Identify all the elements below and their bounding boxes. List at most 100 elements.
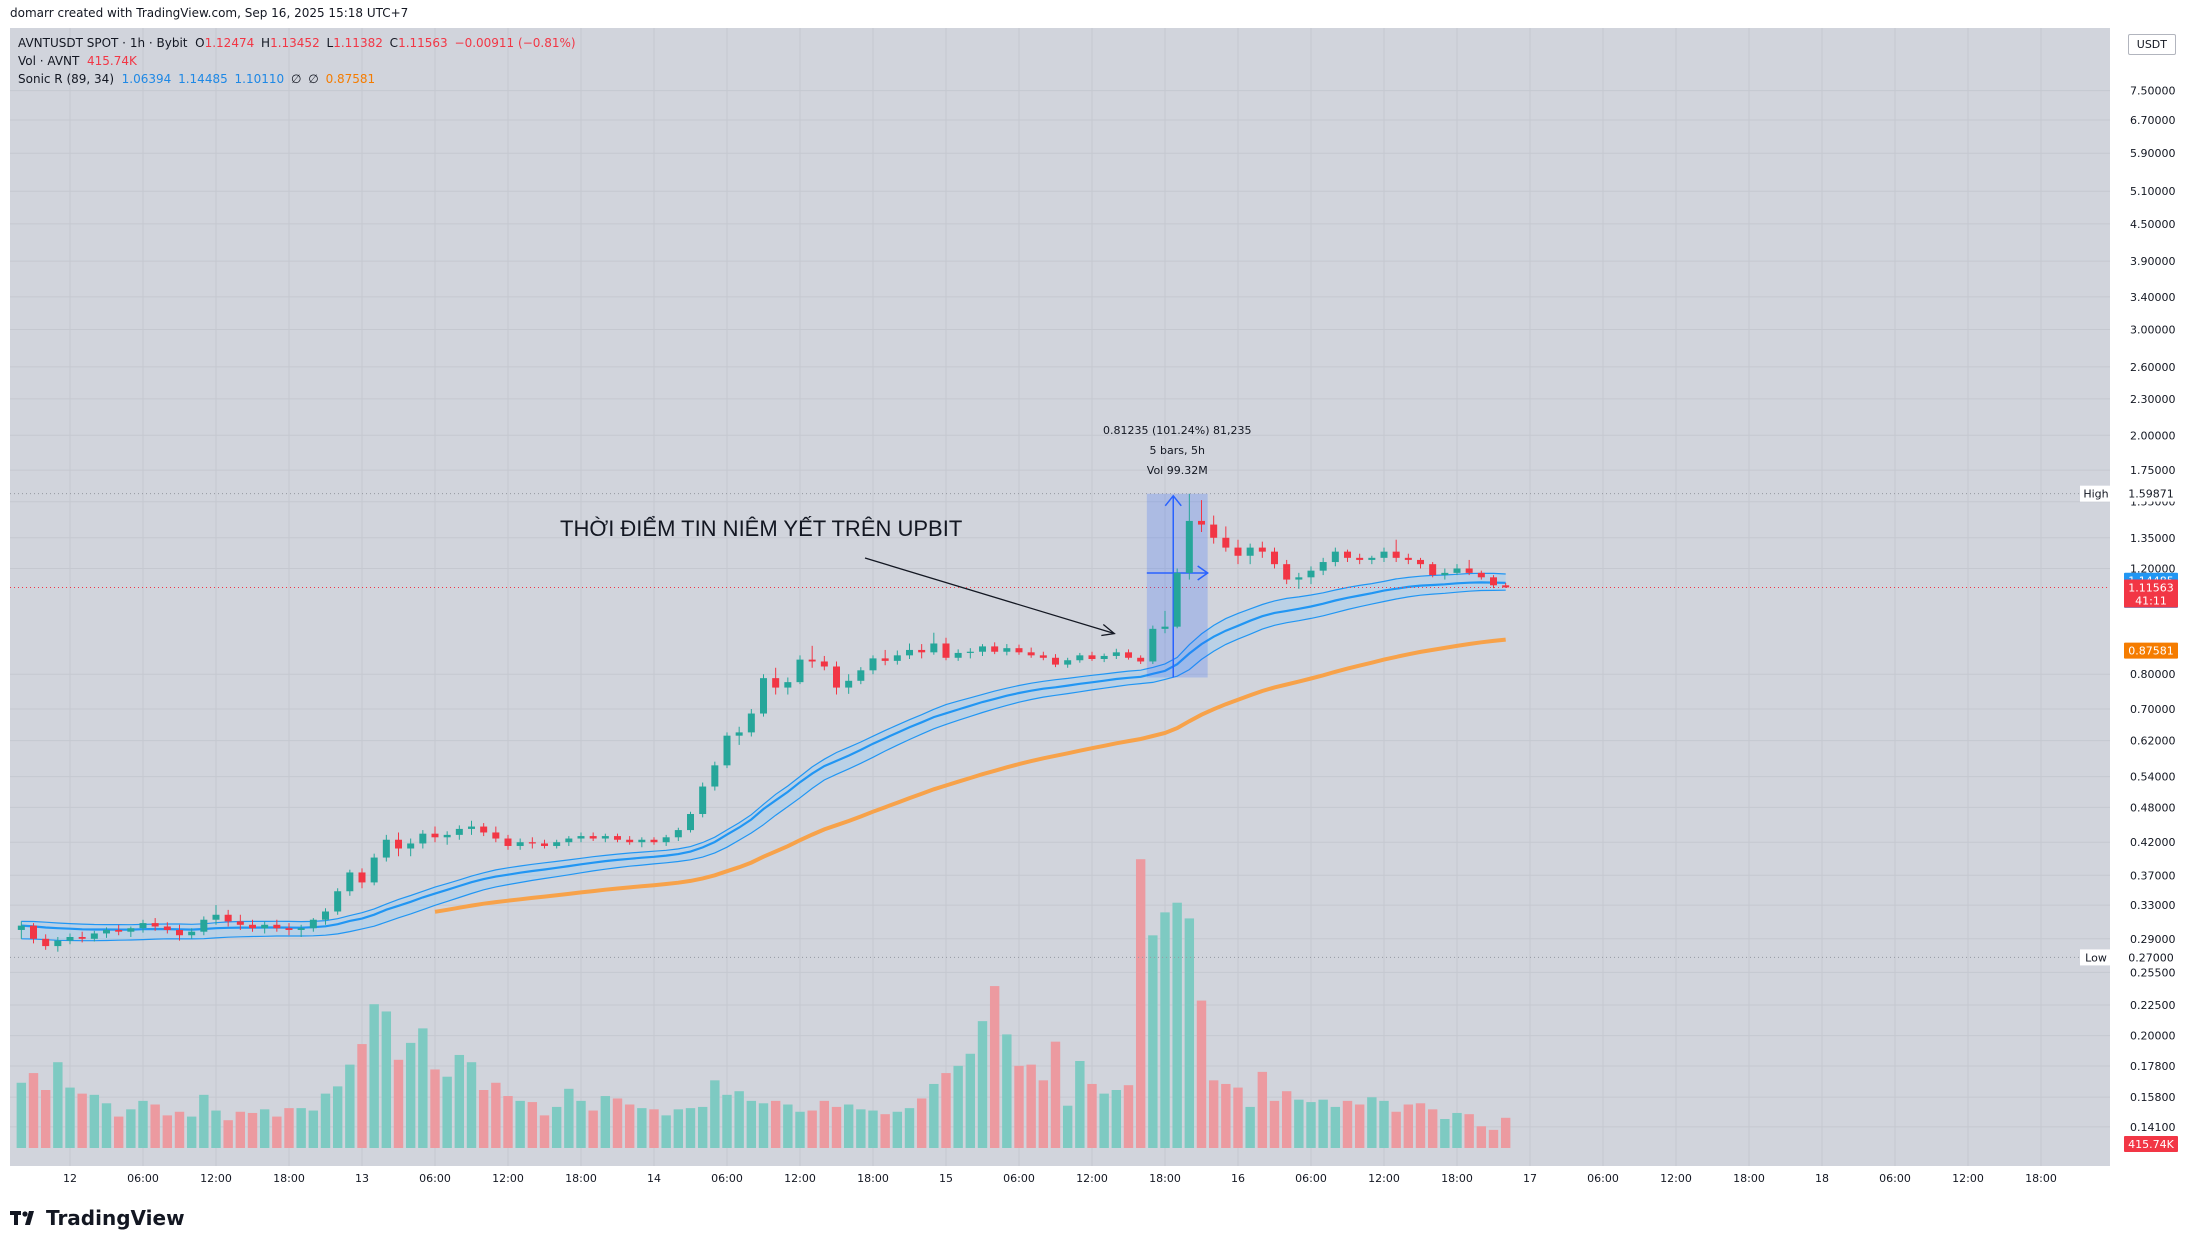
candle-body	[480, 826, 488, 833]
candle-body	[1417, 559, 1424, 565]
volume-bar	[1111, 1090, 1122, 1148]
candle-body	[565, 838, 573, 843]
x-tick-label: 06:00	[419, 1172, 451, 1185]
candle-body	[918, 649, 926, 653]
top-caption: domarr created with TradingView.com, Sep…	[10, 6, 409, 20]
y-tick-label: 2.00000	[2130, 429, 2176, 442]
candle-body	[1234, 547, 1242, 556]
x-tick-label: 18:00	[273, 1172, 305, 1185]
candle-body	[1100, 655, 1108, 660]
volume-bar	[357, 1044, 367, 1148]
y-tick-label: 0.14100	[2130, 1121, 2176, 1134]
candle-body	[735, 732, 743, 736]
volume-bar	[1196, 1000, 1207, 1148]
candle-body	[395, 839, 402, 849]
candle-body	[1453, 568, 1461, 573]
candle-body	[1088, 655, 1096, 660]
volume-bar	[393, 1059, 404, 1148]
legend-o-label: O	[195, 36, 205, 50]
candle-body	[1344, 551, 1351, 558]
y-tick-label: 0.37000	[2130, 869, 2176, 882]
volume-bar	[1038, 1080, 1049, 1148]
volume-bar	[843, 1104, 854, 1148]
volume-bar	[673, 1109, 684, 1148]
candle-body	[1490, 577, 1497, 586]
x-tick-label: 17	[1523, 1172, 1537, 1185]
candle-body	[1161, 626, 1169, 629]
volume-bar	[150, 1104, 160, 1148]
volume-bar	[442, 1076, 452, 1148]
y-tick-label: 0.29000	[2130, 933, 2176, 946]
candle-body	[455, 828, 463, 835]
tradingview-logo[interactable]: TradingView	[10, 1206, 185, 1230]
candle-body	[1125, 652, 1132, 658]
volume-bar	[685, 1108, 696, 1148]
candle-body	[176, 929, 183, 936]
tradingview-logo-icon	[10, 1208, 40, 1228]
price-axis-panel[interactable]	[2110, 28, 2180, 1188]
candle-body	[1185, 520, 1193, 573]
sonic-ema-mid	[21, 581, 1506, 931]
x-tick-label: 12:00	[492, 1172, 524, 1185]
volume-bar	[551, 1106, 562, 1148]
x-tick-label: 12:00	[1952, 1172, 1984, 1185]
candle-body	[1283, 564, 1291, 580]
legend-sonic-4: 0.87581	[325, 72, 376, 86]
candle-body	[723, 735, 731, 766]
candle-body	[553, 842, 561, 846]
legend-open: 1.12474	[204, 36, 255, 50]
candle-body	[979, 646, 986, 652]
volume-bar	[527, 1102, 538, 1148]
y-tick-label: 0.20000	[2130, 1030, 2176, 1043]
legend-symbol[interactable]: AVNTUSDT SPOT · 1h · Bybit	[18, 36, 188, 50]
chart-plot-area[interactable]: 7.50000 6.70000 5.90000 5.10000 4.50000 3.900…	[10, 28, 2180, 1188]
volume-bar	[1379, 1100, 1389, 1148]
volume-bar	[113, 1116, 124, 1148]
candle-body	[1465, 568, 1473, 573]
legend-sonic-label[interactable]: Sonic R (89, 34)	[18, 72, 114, 86]
candle-body	[273, 924, 281, 929]
x-tick-label: 18:00	[857, 1172, 889, 1185]
legend-vol-label[interactable]: Vol · AVNT	[18, 54, 80, 68]
volume-bar	[235, 1111, 246, 1148]
volume-bar	[929, 1083, 939, 1148]
low-tag-value: 0.27000	[2128, 951, 2174, 964]
candle-body	[699, 786, 707, 814]
legend-high: 1.13452	[270, 36, 320, 50]
volume-bar	[710, 1080, 720, 1148]
y-tick-label: 0.17800	[2130, 1060, 2176, 1073]
y-tick-label: 1.75000	[2130, 464, 2176, 477]
y-tick-label: 2.30000	[2130, 393, 2176, 406]
volume-bar	[1050, 1041, 1061, 1148]
candle-body	[833, 666, 840, 688]
volume-bar	[758, 1103, 769, 1148]
candle-body	[1052, 657, 1059, 665]
candle-body	[601, 836, 609, 839]
chart-svg[interactable]: 7.50000 6.70000 5.90000 5.10000 4.50000 3.900…	[10, 28, 2180, 1188]
volume-bar	[272, 1116, 282, 1148]
volume-bar	[637, 1108, 647, 1148]
volume-tag-bg	[2124, 1136, 2178, 1152]
volume-bar	[1440, 1119, 1450, 1148]
price-tag-ema-slow: 0.87581	[2128, 645, 2174, 658]
measure-label-volume: Vol 99.32M	[1147, 464, 1208, 477]
candle-body	[504, 838, 512, 846]
legend-sonic-null-1: ∅	[291, 72, 302, 86]
time-axis-panel[interactable]	[10, 1166, 2110, 1188]
y-tick-label: 0.70000	[2130, 703, 2176, 716]
y-tick-label: 1.20000	[2130, 562, 2176, 575]
candle-body	[443, 834, 451, 838]
y-tick-label: 0.80000	[2130, 668, 2176, 681]
measure-arrow-head-up	[1164, 494, 1182, 507]
candle-body	[1356, 557, 1364, 560]
candle-body	[468, 826, 475, 829]
volume-bar	[491, 1082, 501, 1148]
volume-bar	[612, 1098, 623, 1148]
volume-bar	[345, 1064, 355, 1148]
candle-body	[845, 680, 853, 688]
x-tick-label: 18:00	[1149, 1172, 1181, 1185]
volume-bar	[941, 1073, 951, 1148]
volume-bar	[53, 1062, 63, 1148]
currency-unit-button[interactable]: USDT	[2127, 34, 2176, 55]
volume-bar	[381, 1011, 392, 1148]
